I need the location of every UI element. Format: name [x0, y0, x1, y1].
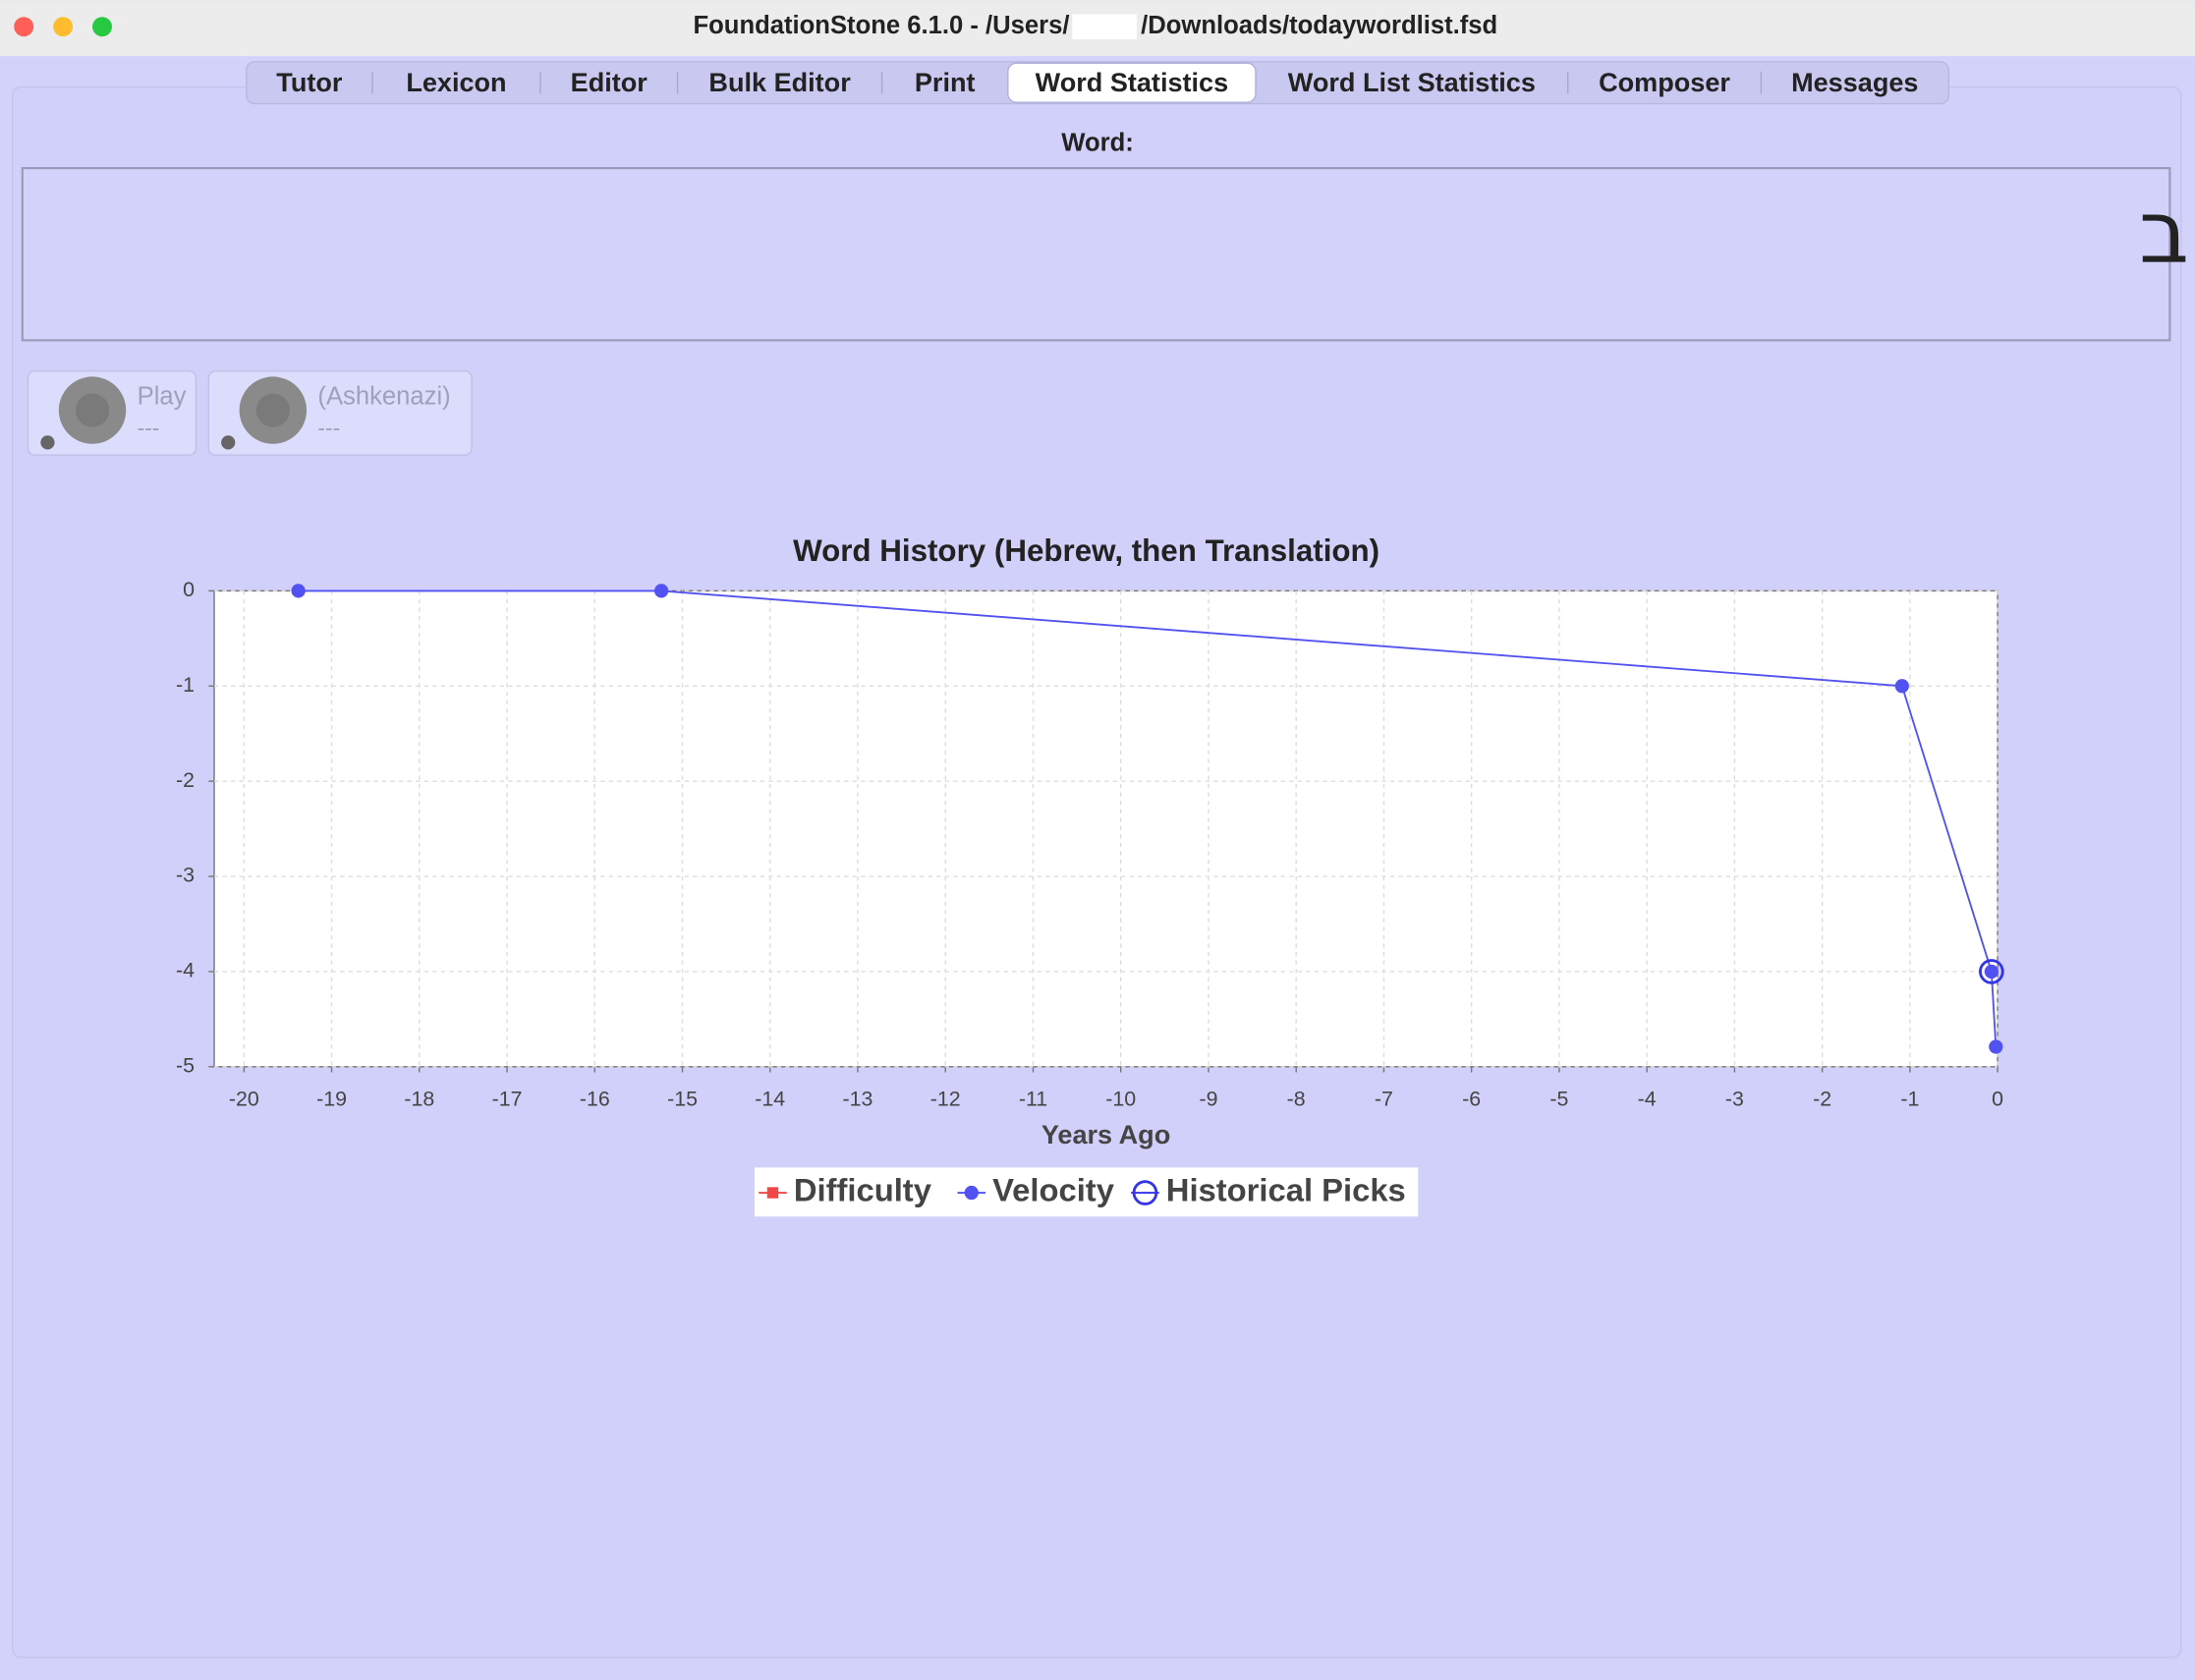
y-tick-label: -3 [176, 864, 195, 887]
x-tick-label: -3 [1725, 1088, 1744, 1111]
legend-marker [766, 1187, 779, 1199]
legend [754, 1167, 1419, 1217]
x-tick-label: -15 [667, 1088, 698, 1111]
y-tick-label: -4 [176, 959, 195, 982]
x-tick-label: -5 [1549, 1088, 1568, 1111]
x-tick-label: -1 [1900, 1088, 1919, 1111]
x-tick-label: -9 [1199, 1088, 1217, 1111]
window-title: /Downloads/todaywordlist.fsd [1141, 12, 1497, 39]
x-axis-label: Years Ago [1041, 1119, 1170, 1149]
x-tick-label: -10 [1105, 1088, 1136, 1111]
tab[interactable]: Word List Statistics [1288, 67, 1536, 97]
x-tick-label: -16 [580, 1088, 610, 1111]
tab[interactable]: Composer [1599, 67, 1730, 97]
x-tick-label: -12 [930, 1088, 961, 1111]
tab[interactable]: Messages [1791, 67, 1918, 97]
speaker-icon [75, 393, 110, 427]
x-tick-label: -2 [1813, 1088, 1831, 1111]
button-sub: --- [138, 416, 160, 441]
window-title: FoundationStone 6.1.0 - /Users/ [693, 12, 1069, 39]
y-tick-label: -2 [176, 768, 195, 792]
x-tick-label: -20 [229, 1088, 259, 1111]
dot-marker [653, 584, 669, 598]
dot-marker [291, 584, 306, 598]
plot-area [213, 589, 1998, 1068]
x-tick-label: -17 [492, 1088, 523, 1111]
legend-label: Historical Picks [1166, 1172, 1406, 1208]
tab[interactable]: Lexicon [406, 67, 506, 97]
zoom-button[interactable] [92, 17, 112, 37]
x-tick-label: 0 [1992, 1088, 2003, 1111]
x-tick-label: -11 [1019, 1088, 1047, 1111]
x-tick-label: -6 [1462, 1088, 1481, 1111]
status-dot [221, 435, 236, 450]
legend-marker [1132, 1180, 1158, 1205]
button-sub: --- [317, 416, 340, 441]
y-tick-label: 0 [183, 578, 195, 601]
x-tick-label: -4 [1638, 1088, 1657, 1111]
minimize-button[interactable] [53, 17, 74, 37]
tab[interactable]: Tutor [276, 67, 343, 97]
dot-marker [1984, 964, 1998, 980]
legend-label: Velocity [992, 1172, 1115, 1208]
x-tick-label: -14 [755, 1088, 785, 1111]
legend-marker [964, 1185, 979, 1201]
tab[interactable]: Print [915, 67, 976, 97]
y-tick-label: -5 [176, 1053, 195, 1077]
x-tick-label: -18 [404, 1088, 434, 1111]
word-label: Word: [1061, 130, 1134, 157]
status-dot [40, 435, 55, 450]
y-tick-label: -1 [176, 673, 195, 697]
hebrew-word: הִתְאַהֵב ב [2139, 182, 2195, 283]
legend-label: Difficulty [794, 1172, 932, 1208]
redaction [1072, 14, 1137, 40]
dot-marker [1894, 679, 1909, 694]
ring-marker [1979, 959, 2004, 984]
tab[interactable]: Word Statistics [1036, 67, 1229, 97]
button-label: (Ashkenazi) [317, 383, 450, 411]
x-tick-label: -7 [1375, 1088, 1393, 1111]
selected-tab [1007, 62, 1257, 103]
button-label: Play [138, 383, 187, 411]
dot-marker [1989, 1039, 2003, 1054]
word-box [21, 167, 2171, 342]
x-tick-label: -13 [843, 1088, 873, 1111]
tab[interactable]: Editor [571, 67, 648, 97]
chart-title: Word History (Hebrew, then Translation) [793, 533, 1379, 568]
speaker-icon [255, 393, 290, 427]
close-button[interactable] [14, 17, 34, 37]
tab[interactable]: Bulk Editor [708, 67, 851, 97]
x-tick-label: -8 [1287, 1088, 1306, 1111]
x-tick-label: -19 [316, 1088, 347, 1111]
